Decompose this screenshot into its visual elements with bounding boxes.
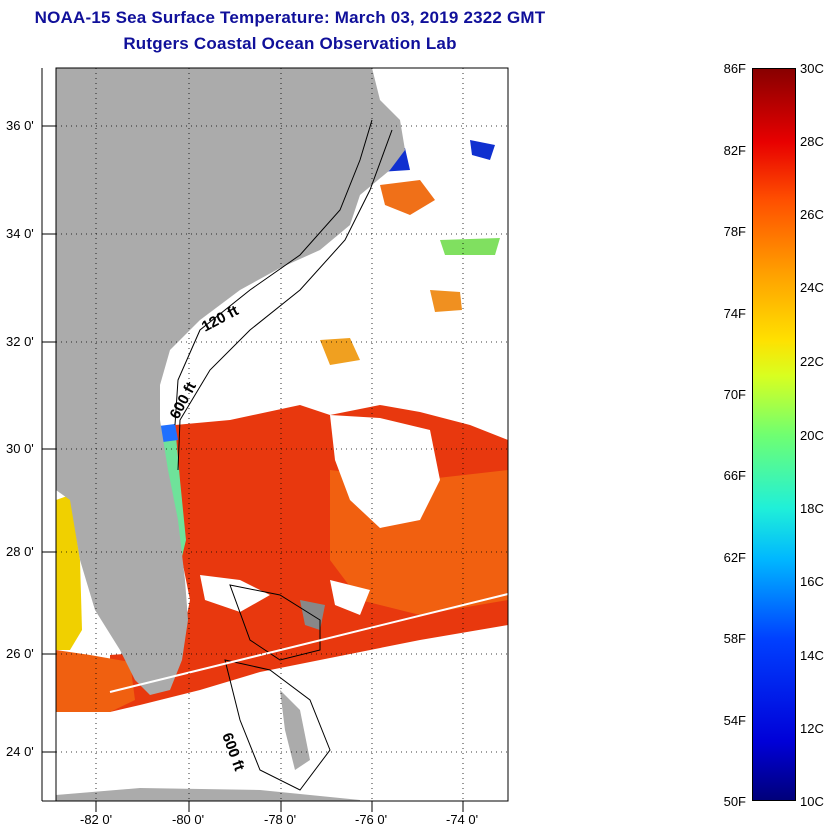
colorbar-c-label: 30C — [800, 61, 824, 76]
lat-label: 32 0' — [6, 334, 34, 349]
colorbar-f-label: 62F — [723, 550, 746, 565]
swath-edge-line — [109, 593, 509, 693]
lon-label: -80 0' — [172, 812, 205, 827]
lon-label: -82 0' — [80, 812, 113, 827]
sst-north-patch — [380, 180, 435, 215]
colorbar-f-label: 82F — [723, 143, 746, 158]
land-cuba — [56, 788, 360, 801]
lon-label: -74 0' — [446, 812, 479, 827]
land-us-coast — [56, 68, 405, 695]
land-bahamas — [280, 690, 310, 770]
colorbar-c-label: 14C — [800, 648, 824, 663]
gridlines — [56, 68, 508, 801]
contour-120ft — [174, 119, 373, 426]
colorbar-c-label: 24C — [800, 280, 824, 295]
lat-label: 24 0' — [6, 744, 34, 759]
lat-label: 36 0' — [6, 118, 34, 133]
cloud-patch — [330, 580, 370, 615]
colorbar-c-label: 26C — [800, 207, 824, 222]
map-title: NOAA-15 Sea Surface Temperature: March 0… — [34, 8, 546, 27]
lat-label: 30 0' — [6, 441, 34, 456]
map-subtitle: Rutgers Coastal Ocean Observation Lab — [123, 34, 457, 53]
colorbar-c-label: 16C — [800, 574, 824, 589]
lon-label: -78 0' — [264, 812, 297, 827]
colorbar-c-label: 12C — [800, 721, 824, 736]
lon-label: -76 0' — [355, 812, 388, 827]
temperature-colorbar — [752, 68, 796, 801]
sst-gulf-yellow — [56, 495, 82, 650]
contour-bahamas — [224, 659, 331, 791]
colorbar-f-label: 70F — [723, 387, 746, 402]
colorbar-f-label: 50F — [723, 794, 746, 809]
colorbar-f-label: 78F — [723, 224, 746, 239]
colorbar-f-label: 54F — [723, 713, 746, 728]
contour-600ft — [177, 129, 393, 471]
sst-north-patch — [320, 338, 360, 365]
sst-north-patch — [430, 290, 462, 312]
colorbar-f-label: 58F — [723, 631, 746, 646]
lat-label: 28 0' — [6, 544, 34, 559]
colorbar-c-label: 28C — [800, 134, 824, 149]
colorbar-c-label: 20C — [800, 428, 824, 443]
sst-north-patch — [440, 238, 500, 255]
cloud-patch — [200, 575, 270, 612]
frame-ticks — [41, 68, 508, 812]
sst-north-patch — [470, 140, 495, 160]
colorbar-c-label: 18C — [800, 501, 824, 516]
lat-label: 26 0' — [6, 646, 34, 661]
lat-label: 34 0' — [6, 226, 34, 241]
colorbar-c-label: 22C — [800, 354, 824, 369]
cloud-patch — [330, 415, 440, 528]
colorbar-f-label: 74F — [723, 306, 746, 321]
colorbar-f-label: 66F — [723, 468, 746, 483]
sst-gulf-orange — [56, 650, 135, 712]
contour-bahamas — [229, 584, 321, 661]
colorbar-c-label: 10C — [800, 794, 824, 809]
colorbar-f-label: 86F — [723, 61, 746, 76]
